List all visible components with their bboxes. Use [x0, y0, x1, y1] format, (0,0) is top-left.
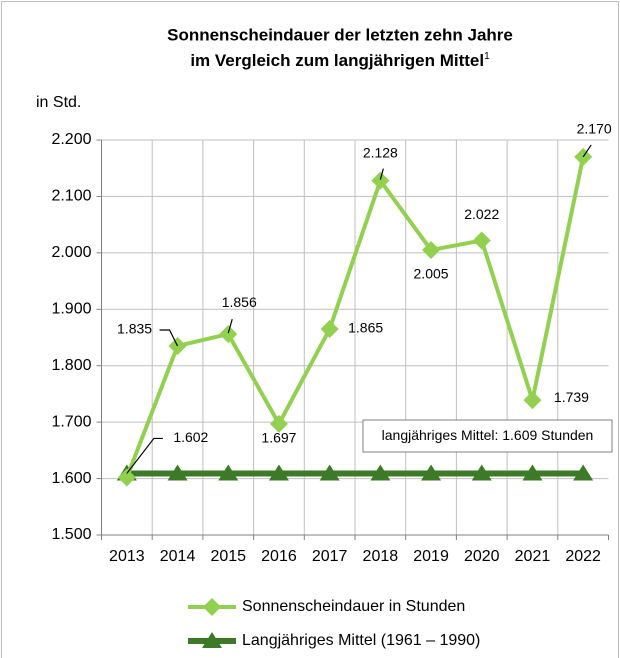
- x-tick-label: 2018: [363, 548, 399, 565]
- marker: [371, 171, 390, 190]
- data-label: 1.835: [117, 321, 152, 337]
- data-label: 1.697: [261, 430, 296, 446]
- marker: [370, 464, 391, 481]
- data-label: 2.170: [577, 121, 612, 137]
- x-tick-label: 2014: [160, 548, 196, 565]
- y-tick-label: 2.100: [51, 188, 91, 205]
- chart-title: im Vergleich zum langjährigen Mittel1: [190, 51, 490, 71]
- data-label: 2.005: [414, 266, 449, 282]
- legend-label: Langjähriges Mittel (1961 – 1990): [242, 632, 480, 649]
- marker: [471, 464, 492, 481]
- data-label: 2.128: [363, 144, 398, 160]
- chart-title-line: im Vergleich zum langjährigen Mittel: [190, 51, 484, 70]
- leader-line: [227, 318, 233, 334]
- chart-title: Sonnenscheindauer der letzten zehn Jahre: [167, 25, 513, 44]
- legend-marker: [203, 598, 221, 616]
- marker: [218, 464, 239, 481]
- marker: [269, 414, 288, 433]
- data-label: 1.739: [554, 389, 589, 405]
- legend-marker: [202, 632, 222, 648]
- y-tick-label: 1.900: [51, 301, 91, 318]
- marker: [573, 464, 594, 481]
- x-tick-label: 2017: [312, 548, 348, 565]
- series-line: [124, 156, 586, 479]
- data-label: 1.602: [173, 429, 208, 445]
- data-label: 2.022: [464, 206, 499, 222]
- annotation-box: [362, 419, 613, 453]
- marker: [219, 325, 238, 344]
- x-tick-label: 2019: [413, 548, 449, 565]
- data-label: 1.865: [348, 320, 383, 336]
- marker: [472, 231, 491, 250]
- annotation: langjähriges Mittel: 1.609 Stunden: [382, 427, 594, 443]
- leader-line: [582, 144, 592, 158]
- legend-label: Sonnenscheindauer in Stunden: [242, 598, 465, 615]
- marker: [422, 241, 441, 260]
- marker: [522, 464, 543, 481]
- y-tick-label: 1.700: [51, 413, 91, 430]
- x-tick-label: 2015: [210, 548, 246, 565]
- y-tick-label: 1.800: [51, 357, 91, 374]
- x-tick-label: 2022: [565, 548, 601, 565]
- marker: [167, 464, 188, 481]
- marker: [320, 320, 339, 339]
- leader-line: [159, 329, 179, 347]
- marker: [268, 464, 289, 481]
- marker: [421, 464, 442, 481]
- footnote-mark: 1: [484, 51, 490, 62]
- marker: [117, 468, 136, 487]
- x-tick-label: 2013: [109, 548, 145, 565]
- y-axis-label: in Std.: [36, 94, 81, 111]
- y-tick-label: 1.600: [51, 470, 91, 487]
- y-tick-label: 2.200: [51, 131, 91, 148]
- leader-line: [126, 437, 163, 474]
- marker: [319, 464, 340, 481]
- y-tick-label: 2.000: [51, 244, 91, 261]
- x-tick-label: 2020: [464, 548, 500, 565]
- x-tick-label: 2016: [261, 548, 297, 565]
- marker: [523, 391, 542, 410]
- x-tick-label: 2021: [515, 548, 551, 565]
- y-tick-label: 1.500: [51, 526, 91, 543]
- data-label: 1.856: [222, 294, 257, 310]
- leader-line: [379, 168, 384, 180]
